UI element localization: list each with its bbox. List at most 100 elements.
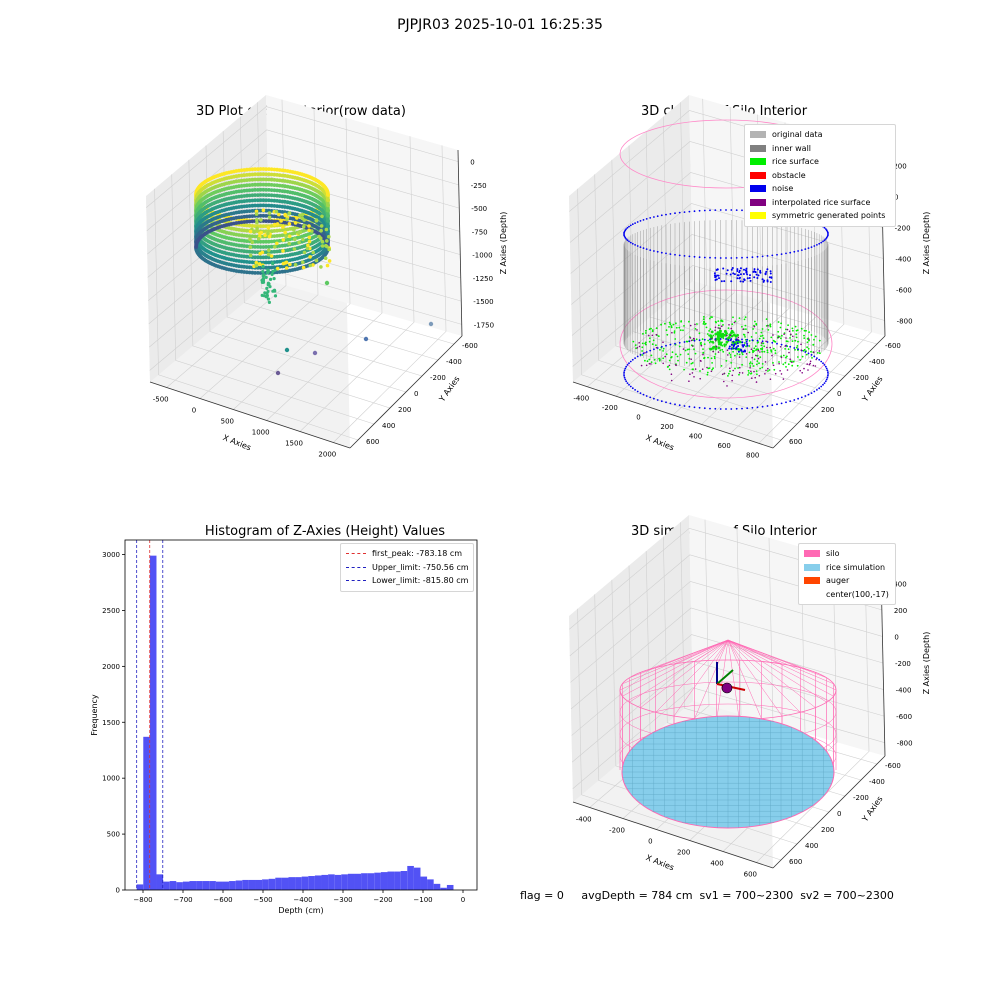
rice-surface-point <box>803 329 806 332</box>
data-point <box>263 291 267 295</box>
data-point <box>264 203 268 208</box>
histogram-bar <box>334 874 342 890</box>
noise-point <box>746 344 749 347</box>
rice-surface-point <box>692 368 694 371</box>
data-point <box>272 214 277 219</box>
data-point <box>258 213 263 218</box>
interpolated-point <box>814 365 817 367</box>
rice-surface-point <box>737 367 739 369</box>
noise-point <box>738 269 741 272</box>
rice-surface-point <box>713 355 716 358</box>
interpolated-point <box>769 378 772 381</box>
data-point <box>275 249 279 254</box>
data-point <box>301 265 306 270</box>
histogram-bar <box>427 879 434 890</box>
noise-point <box>693 255 696 258</box>
noise-point <box>745 271 748 274</box>
data-point <box>275 234 279 238</box>
data-point <box>266 231 270 236</box>
data-point <box>301 260 305 265</box>
data-point <box>306 243 310 248</box>
y-tick-label: 0 <box>837 810 841 818</box>
rice-surface-point <box>736 353 739 355</box>
noise-point <box>636 355 639 358</box>
y-tick-label: 2500 <box>102 607 120 615</box>
noise-point <box>752 270 755 273</box>
rice-surface-point <box>799 359 801 361</box>
rice-surface-point <box>723 343 727 347</box>
rice-surface-point <box>773 340 776 343</box>
noise-point <box>674 212 676 215</box>
interpolated-point <box>754 376 756 379</box>
rice-surface-point <box>666 366 669 368</box>
data-point <box>250 198 255 203</box>
noise-point <box>756 255 759 258</box>
interpolated-point <box>769 346 771 349</box>
noise-point <box>824 380 827 383</box>
interpolated-point <box>715 345 718 348</box>
data-point <box>250 234 255 239</box>
interpolated-point <box>648 362 651 365</box>
rice-surface-point <box>668 321 671 324</box>
noise-point <box>683 341 686 343</box>
noise-point <box>693 210 696 213</box>
noise-point <box>744 269 747 272</box>
interpolated-point <box>812 351 815 354</box>
histogram-bar <box>176 882 183 890</box>
interpolated-point <box>689 324 692 327</box>
legend-label: auger <box>826 576 850 586</box>
noise-point <box>703 407 706 410</box>
rice-surface-point <box>752 351 754 354</box>
noise-point <box>623 234 625 237</box>
rice-surface-point <box>738 317 741 319</box>
rice-surface-point <box>668 368 671 371</box>
legend-label: center(100,-17) <box>826 589 889 599</box>
rice-surface-point <box>752 328 754 330</box>
data-point <box>264 198 268 203</box>
y-tick-label: 600 <box>366 438 379 446</box>
noise-point <box>645 351 648 353</box>
y-tick-label: 2000 <box>102 663 120 671</box>
rice-surface-point <box>767 329 770 331</box>
legend-item: silo <box>804 547 890 561</box>
interpolated-point <box>750 370 752 373</box>
silo-roof-line <box>622 639 729 697</box>
noise-point <box>669 343 672 346</box>
interpolated-point <box>777 336 780 339</box>
data-point <box>267 245 271 249</box>
rice-surface-point <box>763 350 766 353</box>
rice-surface-point <box>751 362 754 365</box>
interpolated-point <box>729 334 732 337</box>
rice-surface-point <box>703 343 706 345</box>
rice-surface-point <box>773 368 776 371</box>
data-point <box>269 244 274 249</box>
rice-surface-point <box>748 345 751 347</box>
rice-surface-point <box>819 352 821 355</box>
rice-surface-point <box>650 361 653 363</box>
rice-surface-point <box>641 350 643 352</box>
data-point <box>250 209 255 213</box>
interpolated-point <box>788 351 790 354</box>
data-point <box>326 203 330 208</box>
interpolated-point <box>780 373 783 375</box>
noise-point <box>826 376 829 379</box>
rice-surface-point <box>795 346 798 349</box>
noise-point <box>804 351 807 353</box>
silo-roof-line <box>716 639 729 661</box>
interpolated-point <box>700 360 702 362</box>
legend-label: Upper_limit: -750.56 cm <box>372 562 469 572</box>
noise-point <box>739 267 742 270</box>
rice-surface-point <box>662 350 664 352</box>
noise-point <box>669 402 672 405</box>
rice-surface-point <box>733 333 736 337</box>
rice-surface-point <box>801 355 804 358</box>
y-tick-label: 200 <box>821 826 834 834</box>
data-point <box>271 262 275 266</box>
data-point <box>248 245 253 249</box>
data-point <box>245 199 249 203</box>
rice-surface-point <box>754 345 757 348</box>
data-point <box>261 182 266 187</box>
interpolated-point <box>730 327 733 330</box>
data-point <box>269 188 274 193</box>
noise-point <box>768 276 771 279</box>
